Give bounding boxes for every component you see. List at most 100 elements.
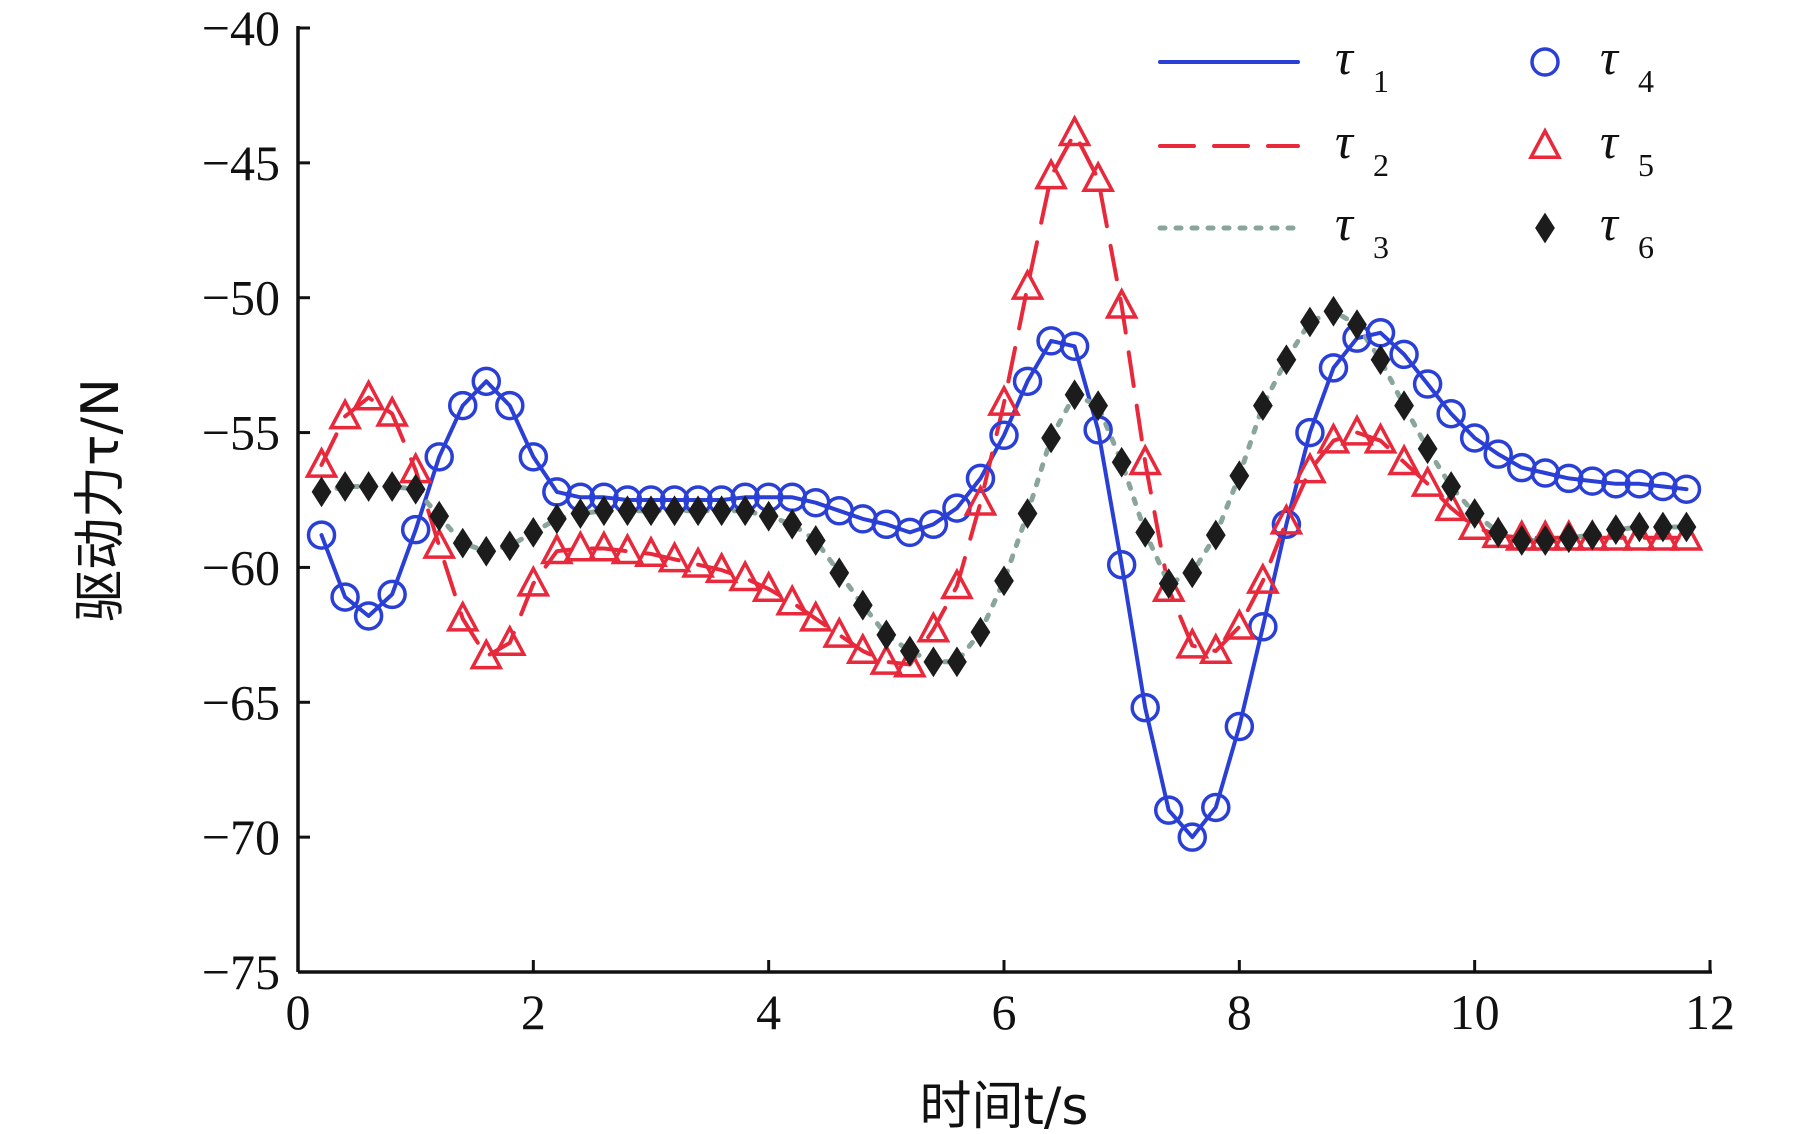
- series-4-point: [1153, 795, 1184, 825]
- y-tick-label: −40: [202, 0, 280, 56]
- series-6-point: [452, 527, 473, 559]
- series-6-point: [1629, 511, 1650, 543]
- series-5-point: [1081, 160, 1116, 193]
- series-6-point: [664, 495, 685, 527]
- series-6-point: [1676, 511, 1697, 543]
- x-axis-title: 时间t/s: [919, 1077, 1088, 1134]
- series-6-point: [1252, 390, 1273, 421]
- series-6-point: [1111, 446, 1132, 478]
- series-6-point: [405, 473, 426, 505]
- legend-marker-6: [1535, 212, 1555, 244]
- series-6-point: [1605, 514, 1626, 546]
- series-4-point: [1295, 417, 1325, 448]
- series-5-point: [751, 570, 786, 603]
- series-6-point: [1088, 390, 1109, 421]
- series-6-point: [1558, 522, 1579, 554]
- series-6-point: [899, 635, 920, 667]
- legend-marker-4: [1530, 47, 1560, 77]
- series-5-point: [1293, 451, 1327, 484]
- series-5-point: [775, 583, 810, 616]
- series-4-point: [918, 509, 949, 540]
- series-6-point: [594, 495, 614, 527]
- series-4-point: [1436, 398, 1466, 429]
- series-4-point: [1012, 366, 1043, 397]
- series-4-point: [1201, 792, 1231, 823]
- series-5-point: [563, 529, 598, 562]
- series-6-point: [1300, 306, 1320, 338]
- series-5-point: [822, 616, 857, 648]
- legend: τ 1τ 2τ 3τ 4τ 5τ 6: [1157, 29, 1654, 265]
- series-4-point: [1318, 353, 1349, 383]
- series-4-point: [989, 420, 1019, 451]
- series-6-point: [1135, 516, 1156, 548]
- legend-label-1: τ: [1335, 29, 1355, 85]
- series-5-point: [1198, 632, 1233, 665]
- series-6-point: [1511, 525, 1532, 556]
- series-6-point: [1323, 295, 1344, 327]
- series-5-point: [1622, 519, 1657, 551]
- series-6-point: [523, 516, 544, 548]
- series-4-point: [400, 514, 431, 545]
- series-5-point: [539, 532, 574, 565]
- series-5-point: [351, 378, 386, 411]
- legend-label-sub-5: 5: [1638, 147, 1654, 183]
- series-6-point: [782, 508, 803, 540]
- x-tick-label: 8: [1227, 984, 1252, 1040]
- series-6-point: [1417, 433, 1438, 465]
- series-4-point: [1483, 439, 1513, 469]
- series-6-point: [1441, 471, 1462, 502]
- series-5-point: [1175, 626, 1210, 659]
- x-tick-label: 6: [992, 984, 1017, 1040]
- series-4-point: [447, 390, 478, 421]
- series-5-point: [587, 529, 621, 562]
- series-4-point: [1389, 339, 1419, 370]
- series-6-point: [688, 495, 708, 527]
- series-6-point: [546, 503, 567, 535]
- series-5-point: [869, 643, 904, 675]
- series-5-point: [1434, 489, 1469, 522]
- series-6-point: [476, 535, 497, 567]
- series-6-point: [1158, 568, 1179, 599]
- series-5-point: [1316, 421, 1351, 454]
- x-tick-label: 2: [521, 984, 546, 1040]
- y-axis-title: 驱动力τ/N: [71, 378, 131, 622]
- series-4-point: [377, 579, 407, 610]
- x-tick-label: 12: [1685, 984, 1735, 1040]
- series-5-point: [1128, 443, 1163, 476]
- series-6-point: [1582, 519, 1603, 551]
- series-4-point: [965, 463, 996, 494]
- series-5-point: [492, 624, 527, 656]
- series-6-point: [570, 498, 591, 529]
- series-6-point: [335, 471, 355, 502]
- series-5-point: [728, 559, 763, 592]
- series-6-point: [923, 646, 944, 678]
- series-6-point: [876, 619, 897, 651]
- series-6-point: [970, 616, 991, 648]
- series-4-point: [1648, 471, 1678, 502]
- series-4-point: [1271, 509, 1302, 540]
- series-6-point: [641, 495, 661, 527]
- series-5-point: [304, 446, 339, 478]
- series-5-point: [798, 599, 833, 632]
- y-tick-label: −55: [202, 405, 280, 461]
- series-5-point: [610, 532, 645, 565]
- legend-label-sub-1: 1: [1373, 63, 1389, 99]
- y-tick-label: −60: [202, 539, 280, 595]
- series-4-point: [1577, 466, 1608, 496]
- series-4-point: [1412, 369, 1443, 399]
- series-4-point: [1106, 549, 1137, 580]
- series-6-point: [829, 557, 850, 589]
- series-6-point: [994, 565, 1014, 597]
- series-6-point: [1394, 390, 1414, 421]
- series-5-point: [845, 632, 880, 665]
- series-6-point: [1041, 422, 1061, 454]
- series-line-3: [319, 308, 1689, 665]
- series-5-point: [657, 540, 692, 573]
- series-6-point: [711, 495, 732, 527]
- series-6-point: [1229, 460, 1250, 492]
- series-5-point: [892, 645, 927, 678]
- series-6-point: [758, 500, 779, 532]
- series-4-point: [1248, 612, 1278, 642]
